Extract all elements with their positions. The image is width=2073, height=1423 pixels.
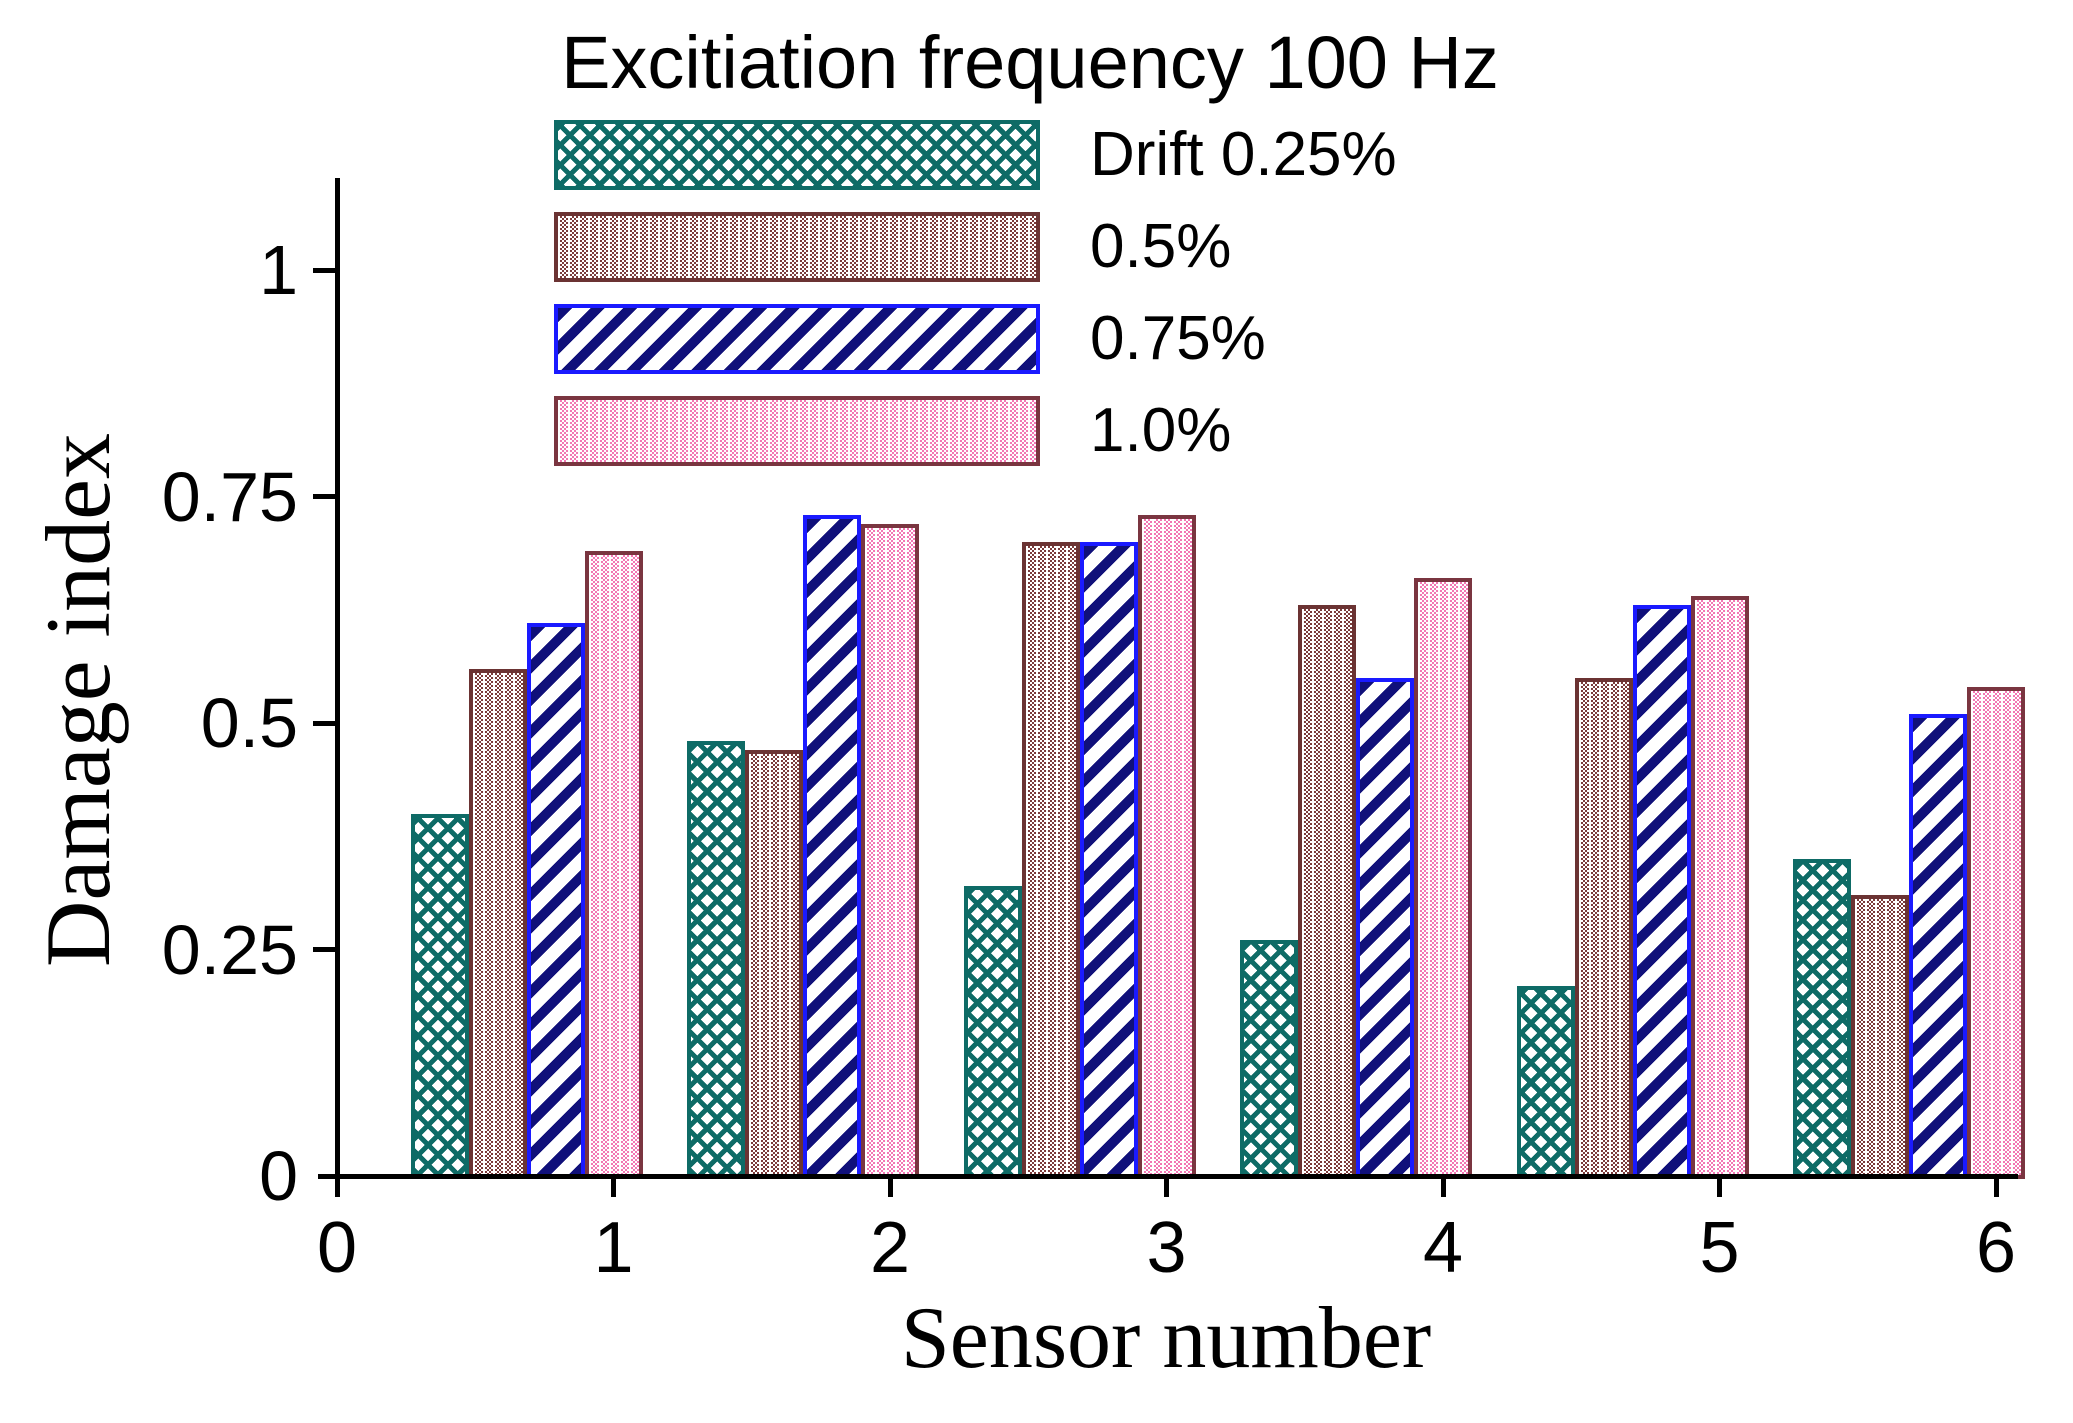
x-tick-label-0: 0 <box>316 1208 358 1288</box>
bar-series2-sensor4 <box>1298 605 1356 1179</box>
y-tick-1 <box>313 267 335 273</box>
bar-series2-sensor1 <box>468 668 527 1179</box>
bar-series2-sensor6 <box>1851 895 1909 1179</box>
x-tick-3 <box>1164 1175 1169 1197</box>
y-tick-label-0.5: 0.5 <box>200 684 298 762</box>
x-tick-0 <box>334 1175 340 1197</box>
bar-series4-sensor4 <box>1414 578 1472 1179</box>
legend-label-drift-0.25: Drift 0.25% <box>1090 120 1397 189</box>
bar-series1-sensor1 <box>410 813 469 1179</box>
bar-series1-sensor4 <box>1240 940 1298 1179</box>
chart-title: Excitiation frequency 100 Hz <box>561 21 1499 104</box>
x-tick-2 <box>887 1175 893 1197</box>
bar-series4-sensor3 <box>1137 514 1196 1179</box>
legend-label-0.75: 0.75% <box>1090 304 1266 373</box>
bar-series3-sensor4 <box>1356 677 1414 1179</box>
x-tick-label-6: 6 <box>1975 1208 2017 1288</box>
x-tick-5 <box>1717 1175 1722 1197</box>
bar-series3-sensor5 <box>1632 605 1691 1179</box>
bar-series2-sensor2 <box>745 750 803 1179</box>
x-axis-title: Sensor number <box>900 1290 1432 1387</box>
bar-series2-sensor3 <box>1021 541 1080 1179</box>
legend-swatch-drift-0.25 <box>554 120 1040 190</box>
y-tick-label-1: 1 <box>259 231 298 309</box>
y-tick-label-0.75: 0.75 <box>161 457 298 536</box>
bar-series4-sensor5 <box>1690 596 1749 1179</box>
legend-label-1.0: 1.0% <box>1090 396 1232 465</box>
bar-series3-sensor3 <box>1079 541 1138 1179</box>
legend-swatch-0.5 <box>554 212 1040 282</box>
bar-series3-sensor1 <box>526 623 585 1179</box>
bar-series1-sensor2 <box>687 741 745 1179</box>
x-tick-label-2: 2 <box>869 1208 911 1288</box>
legend-swatch-0.75 <box>554 304 1040 374</box>
bar-series4-sensor2 <box>861 523 919 1179</box>
x-tick-label-5: 5 <box>1699 1208 1740 1288</box>
bar-series3-sensor2 <box>803 514 861 1179</box>
bar-series3-sensor6 <box>1909 713 1967 1179</box>
x-tick-6 <box>1993 1175 1999 1197</box>
legend-label-0.5: 0.5% <box>1090 212 1232 281</box>
y-tick-label-0: 0 <box>259 1137 298 1215</box>
bar-series1-sensor6 <box>1793 858 1851 1179</box>
bar-series4-sensor1 <box>584 550 643 1179</box>
legend-swatch-1.0 <box>554 396 1040 466</box>
x-tick-4 <box>1440 1175 1446 1197</box>
y-axis-line <box>335 178 340 1196</box>
bar-series2-sensor5 <box>1574 677 1633 1179</box>
x-tick-label-3: 3 <box>1146 1208 1187 1288</box>
y-tick-0.5 <box>313 720 335 726</box>
bar-series1-sensor5 <box>1516 985 1575 1179</box>
y-tick-0.25 <box>313 947 335 952</box>
x-tick-label-4: 4 <box>1422 1208 1464 1288</box>
x-tick-label-1: 1 <box>593 1208 634 1288</box>
x-tick-1 <box>611 1175 616 1197</box>
y-tick-0.75 <box>313 494 335 499</box>
bar-series1-sensor3 <box>963 886 1022 1179</box>
bar-series4-sensor6 <box>1967 686 2025 1179</box>
y-tick-label-0.25: 0.25 <box>161 910 298 989</box>
